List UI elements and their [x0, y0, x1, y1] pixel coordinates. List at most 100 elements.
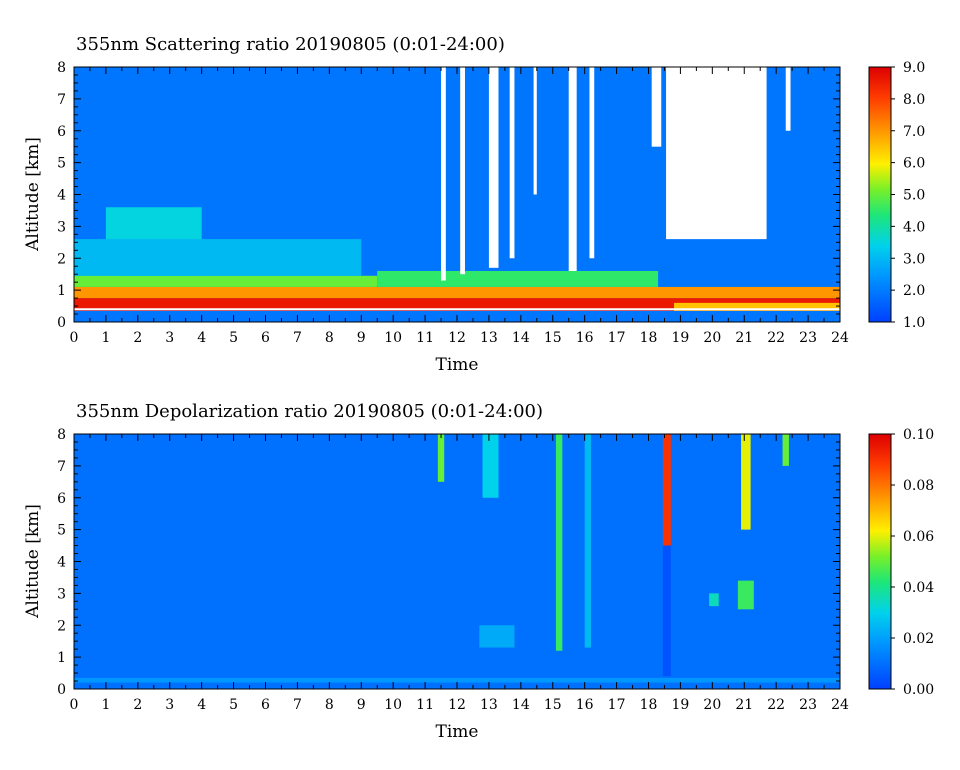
x-tick-label: 7 [293, 330, 302, 346]
aerosol-layer-1 [74, 286, 840, 299]
y-tick-label: 8 [57, 60, 66, 76]
x-tick-label: 0 [70, 330, 79, 346]
x-tick-label: 1 [101, 330, 110, 346]
x-tick-label: 15 [544, 330, 562, 346]
depolarization-ratio-panel: 355nm Depolarization ratio 20190805 (0:0… [23, 401, 934, 742]
no-data-column-9 [785, 67, 791, 131]
x-tick-label: 17 [608, 330, 626, 346]
scattering-ratio-panel: 355nm Scattering ratio 20190805 (0:01-24… [23, 34, 925, 375]
colorbar-tick-label: 4.0 [903, 219, 925, 235]
depol-feature-0 [74, 677, 840, 683]
y-tick-label: 0 [57, 315, 66, 331]
y-tick-label: 2 [57, 251, 66, 267]
x-tick-label: 19 [672, 697, 690, 713]
x-tick-label: 2 [133, 330, 142, 346]
x-tick-label: 24 [831, 697, 849, 713]
near-ground-no-data-line [74, 308, 840, 311]
x-tick-label: 17 [608, 697, 626, 713]
no-data-column-2 [488, 67, 499, 268]
colorbar-tick-label: 5.0 [903, 188, 925, 204]
heatmap-background [74, 434, 840, 689]
x-tick-label: 1 [101, 697, 110, 713]
x-tick-label: 6 [261, 330, 270, 346]
colorbar-tick-label: 2.0 [903, 283, 925, 299]
y-tick-label: 7 [57, 459, 66, 475]
x-tick-label: 9 [357, 330, 366, 346]
scattering-heatmap [74, 67, 840, 322]
colorbar-tick-label: 0.02 [903, 631, 934, 647]
x-tick-label: 22 [767, 697, 785, 713]
x-tick-label: 11 [416, 330, 434, 346]
x-tick-label: 8 [325, 697, 334, 713]
no-data-column-8 [666, 67, 767, 240]
x-tick-label: 7 [293, 697, 302, 713]
x-tick-label: 21 [735, 330, 753, 346]
no-data-column-1 [460, 67, 465, 275]
y-tick-label: 3 [57, 219, 66, 235]
x-tick-label: 13 [480, 697, 498, 713]
x-tick-label: 8 [325, 330, 334, 346]
depol-feature-6 [662, 434, 671, 546]
x-tick-label: 24 [831, 330, 849, 346]
y-tick-label: 1 [57, 650, 66, 666]
depol-feature-3 [479, 625, 515, 648]
no-data-column-4 [533, 67, 537, 195]
x-tick-label: 2 [133, 697, 142, 713]
depol-feature-1 [437, 434, 445, 482]
aerosol-layer-5 [74, 239, 362, 276]
depol-feature-2 [482, 434, 499, 498]
depol-feature-10 [741, 434, 751, 530]
no-data-column-6 [589, 67, 595, 259]
x-tick-label: 4 [197, 330, 206, 346]
x-tick-label: 9 [357, 697, 366, 713]
scattering-chart-title: 355nm Scattering ratio 20190805 (0:01-24… [76, 34, 505, 55]
x-tick-label: 20 [703, 697, 721, 713]
y-tick-label: 6 [57, 491, 66, 507]
x-tick-label: 11 [416, 697, 434, 713]
colorbar-tick-label: 6.0 [903, 156, 925, 172]
aerosol-layer-0 [74, 298, 840, 311]
depol-feature-9 [737, 580, 754, 610]
x-tick-label: 14 [512, 697, 530, 713]
x-tick-label: 21 [735, 697, 753, 713]
y-tick-label: 6 [57, 124, 66, 140]
y-tick-label: 2 [57, 618, 66, 634]
x-tick-label: 12 [448, 330, 466, 346]
x-tick-label: 22 [767, 330, 785, 346]
y-tick-label: 7 [57, 92, 66, 108]
colorbar-tick-label: 0.06 [903, 529, 934, 545]
y-tick-label: 5 [57, 523, 66, 539]
colorbar-tick-label: 0.04 [903, 580, 934, 596]
colorbar-tick-label: 0.08 [903, 478, 934, 494]
depol-feature-4 [555, 434, 563, 651]
y-tick-label: 0 [57, 682, 66, 698]
depol-feature-5 [584, 434, 592, 648]
colorbar-tick-label: 3.0 [903, 251, 925, 267]
depol-feature-7 [662, 545, 671, 677]
depolarization-colorbar: 0.00 0.02 0.04 0.06 0.08 0.10 [868, 427, 934, 698]
x-tick-label: 19 [672, 330, 690, 346]
scattering-colorbar: 1.0 2.0 3.0 4.0 5.0 6.0 7.0 8.0 9.0 [868, 60, 925, 331]
x-tick-label: 23 [799, 697, 817, 713]
colorbar-tick-label: 7.0 [903, 124, 925, 140]
x-tick-label: 18 [640, 697, 658, 713]
scattering-x-axis-label: Time [436, 355, 479, 375]
colorbar-tick-label: 8.0 [903, 92, 925, 108]
x-tick-label: 3 [165, 697, 174, 713]
y-tick-label: 5 [57, 156, 66, 172]
x-tick-label: 20 [703, 330, 721, 346]
x-tick-label: 14 [512, 330, 530, 346]
x-tick-label: 5 [229, 330, 238, 346]
x-tick-label: 10 [384, 330, 402, 346]
no-data-column-3 [509, 67, 515, 259]
x-tick-label: 10 [384, 697, 402, 713]
depolarization-heatmap [74, 434, 840, 689]
scattering-axes: 0 1 2 3 4 5 6 7 8 9 10 11 12 13 14 15 16 17 18 19 20 21 22 23 24… [57, 60, 849, 346]
y-tick-label: 4 [57, 188, 66, 204]
colorbar-tick-label: 1.0 [903, 315, 925, 331]
no-data-column-0 [441, 67, 446, 281]
colorbar-tick-label: 0.00 [903, 682, 934, 698]
colorbar-tick-label: 9.0 [903, 60, 925, 76]
y-tick-label: 4 [57, 555, 66, 571]
